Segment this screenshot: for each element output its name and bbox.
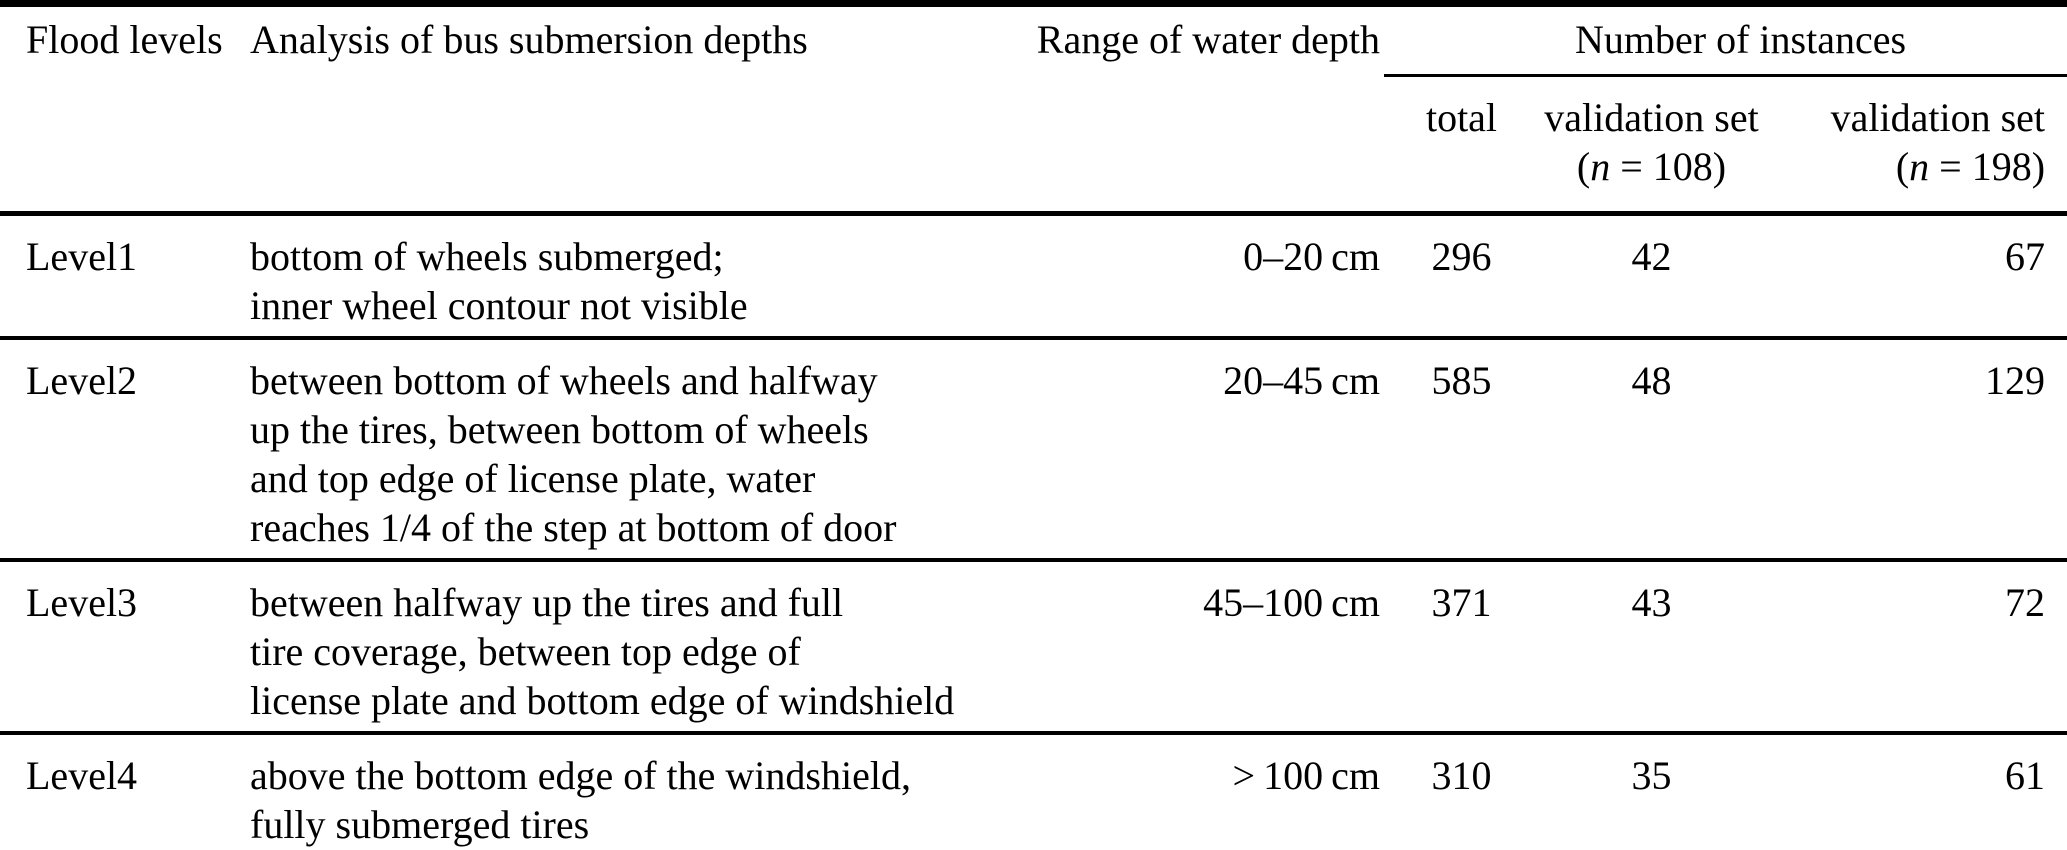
cell-total: 296 <box>1431 234 1492 279</box>
sample-size-108: (n = 108) <box>1576 144 1727 189</box>
header-number-of-instances: Number of instances <box>1384 3 2067 77</box>
cell-analysis: bottom of wheels submerged; inner wheel … <box>250 234 748 328</box>
cell-range: 45–100 cm <box>1203 580 1380 625</box>
cell-level: Level2 <box>26 358 138 403</box>
n-variable: n <box>1909 144 1930 189</box>
table-row-level2: Level2 between bottom of wheels and half… <box>0 338 2067 560</box>
cell-range: 0–20 cm <box>1243 234 1380 279</box>
header-range-of-water-depth: Range of water depth <box>1036 17 1380 62</box>
cell-validation-198: 129 <box>1985 358 2046 403</box>
header-flood-levels: Flood levels <box>26 17 223 62</box>
table-header: Flood levels Analysis of bus submersion … <box>0 3 2067 214</box>
cell-total: 371 <box>1431 580 1492 625</box>
header-row-sub: total validation set (n = 108) validatio… <box>0 76 2067 214</box>
cell-analysis: above the bottom edge of the windshield,… <box>250 753 911 847</box>
table-body: Level1 bottom of wheels submerged; inner… <box>0 214 2067 850</box>
cell-validation-198: 67 <box>2005 234 2046 279</box>
cell-validation-108: 43 <box>1631 580 1672 625</box>
header-row-main: Flood levels Analysis of bus submersion … <box>0 3 2067 77</box>
cell-range: 20–45 cm <box>1223 358 1380 403</box>
validation-set-label: validation set <box>1544 95 1759 140</box>
validation-set-label: validation set <box>1830 95 2046 140</box>
cell-validation-198: 61 <box>2005 753 2046 798</box>
header-validation-set-108: validation set (n = 108) <box>1539 76 1764 214</box>
cell-validation-108: 35 <box>1631 753 1672 798</box>
cell-validation-198: 72 <box>2005 580 2046 625</box>
table-row-level1: Level1 bottom of wheels submerged; inner… <box>0 214 2067 339</box>
table-row-level3: Level3 between halfway up the tires and … <box>0 560 2067 733</box>
cell-level: Level4 <box>26 753 138 798</box>
cell-level: Level1 <box>26 234 138 279</box>
cell-range: > 100 cm <box>1232 753 1380 798</box>
cell-level: Level3 <box>26 580 138 625</box>
cell-analysis: between bottom of wheels and halfway up … <box>250 358 897 550</box>
cell-analysis: between halfway up the tires and full ti… <box>250 580 955 723</box>
header-analysis: Analysis of bus submersion depths <box>250 17 808 62</box>
cell-total: 585 <box>1431 358 1492 403</box>
cell-total: 310 <box>1431 753 1492 798</box>
n-variable: n <box>1590 144 1611 189</box>
table-row-level4: Level4 above the bottom edge of the wind… <box>0 733 2067 850</box>
cell-validation-108: 48 <box>1631 358 1672 403</box>
header-validation-set-198: validation set (n = 198) <box>1764 76 2067 214</box>
sample-size-198: (n = 198) <box>1895 144 2046 189</box>
header-total: total <box>1425 95 1498 140</box>
cell-validation-108: 42 <box>1631 234 1672 279</box>
